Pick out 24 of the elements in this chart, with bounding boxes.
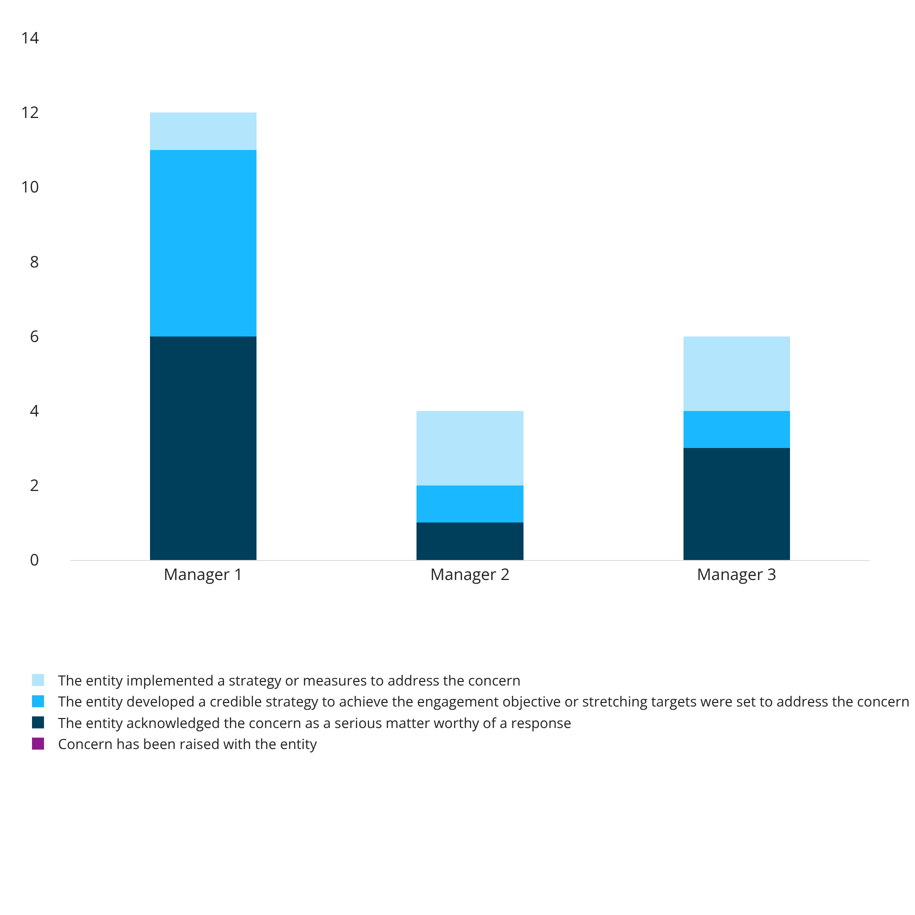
x-tick-label: Manager 3: [696, 563, 776, 586]
x-tick-label: Manager 2: [430, 563, 510, 586]
y-tick-label: 2: [30, 474, 39, 496]
bar: [416, 522, 524, 560]
bar: [683, 336, 790, 411]
bar: [416, 485, 524, 523]
bar: [150, 336, 257, 560]
legend-label: Concern has been raised with the entity: [58, 735, 318, 754]
y-tick-label: 14: [20, 26, 39, 49]
y-tick-label: 10: [20, 176, 39, 198]
y-tick-label: 6: [30, 324, 39, 347]
bar: [150, 150, 257, 336]
x-tick-label: Manager 1: [164, 563, 244, 586]
legend-label: The entity implemented a strategy or measures to address the concern: [58, 671, 521, 690]
legend-label: The entity acknowledged the concern as a serious matter worthy of a response: [58, 714, 572, 733]
y-tick-label: 12: [20, 101, 39, 124]
bar: [416, 410, 524, 486]
bar: [683, 448, 790, 560]
y-tick-label: 0: [30, 548, 39, 571]
legend-label: The entity developed a credible strategy to achieve the engagement objective or stretching targets were set to address the concern: [58, 692, 910, 712]
bar: [150, 112, 257, 150]
bar: [683, 410, 790, 448]
y-tick-label: 8: [30, 250, 39, 272]
y-tick-label: 4: [30, 399, 39, 422]
